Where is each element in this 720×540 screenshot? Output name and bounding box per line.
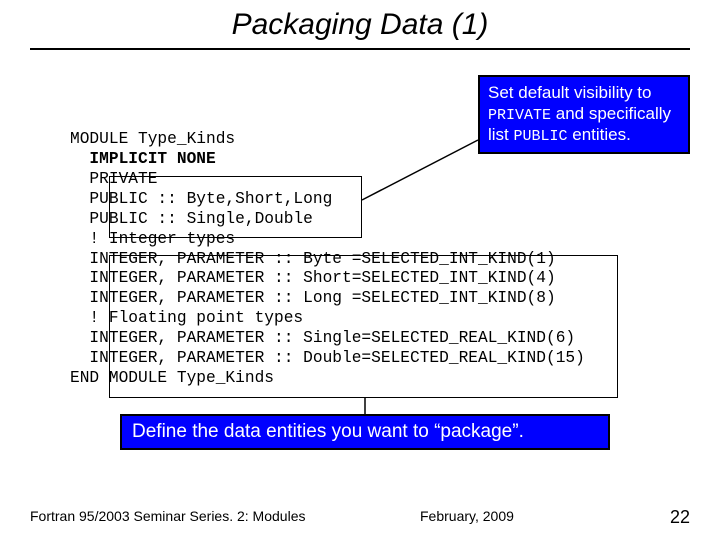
highlight-box-entities (109, 255, 618, 398)
callout-private-word: PRIVATE (488, 107, 551, 124)
callout-text-3: entities. (568, 125, 631, 144)
callout-public-word: PUBLIC (514, 128, 568, 145)
page-number: 22 (670, 507, 690, 528)
callout-package: Define the data entities you want to “pa… (120, 414, 610, 450)
footer-date: February, 2009 (420, 508, 514, 524)
callout-text-1: Set default visibility to (488, 83, 651, 102)
footer-series: Fortran 95/2003 Seminar Series. 2: Modul… (30, 508, 305, 524)
page-title: Packaging Data (1) (0, 0, 720, 42)
title-underline (30, 48, 690, 50)
highlight-box-visibility (109, 176, 362, 238)
callout-visibility: Set default visibility to PRIVATE and sp… (478, 75, 690, 154)
